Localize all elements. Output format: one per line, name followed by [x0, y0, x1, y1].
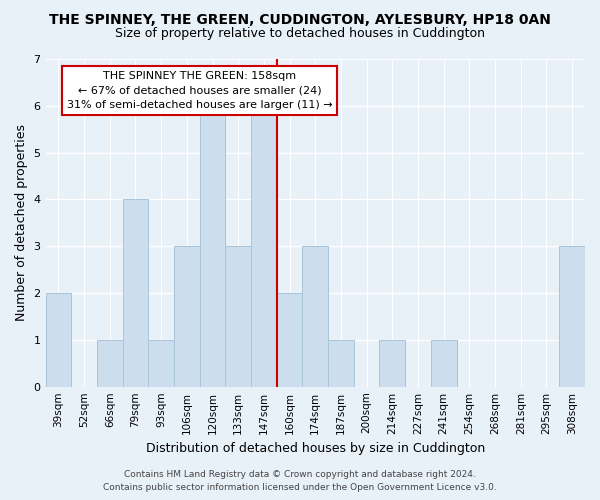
Bar — [148, 340, 174, 386]
Bar — [328, 340, 354, 386]
Bar — [559, 246, 585, 386]
X-axis label: Distribution of detached houses by size in Cuddington: Distribution of detached houses by size … — [146, 442, 485, 455]
Bar — [200, 106, 226, 386]
Bar — [379, 340, 405, 386]
Bar — [251, 106, 277, 386]
Bar — [277, 293, 302, 386]
Bar — [174, 246, 200, 386]
Bar — [431, 340, 457, 386]
Text: THE SPINNEY, THE GREEN, CUDDINGTON, AYLESBURY, HP18 0AN: THE SPINNEY, THE GREEN, CUDDINGTON, AYLE… — [49, 12, 551, 26]
Text: THE SPINNEY THE GREEN: 158sqm
← 67% of detached houses are smaller (24)
31% of s: THE SPINNEY THE GREEN: 158sqm ← 67% of d… — [67, 70, 332, 110]
Bar — [302, 246, 328, 386]
Bar — [46, 293, 71, 386]
Text: Size of property relative to detached houses in Cuddington: Size of property relative to detached ho… — [115, 28, 485, 40]
Bar — [97, 340, 122, 386]
Bar — [122, 200, 148, 386]
Text: Contains HM Land Registry data © Crown copyright and database right 2024.
Contai: Contains HM Land Registry data © Crown c… — [103, 470, 497, 492]
Y-axis label: Number of detached properties: Number of detached properties — [15, 124, 28, 322]
Bar — [226, 246, 251, 386]
